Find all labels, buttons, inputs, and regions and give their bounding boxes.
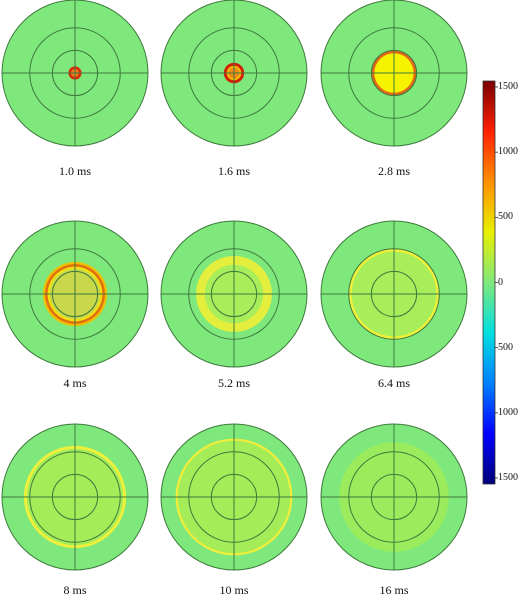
panel-9 — [320, 423, 468, 571]
panel-5 — [160, 220, 308, 368]
panel-caption: 16 ms — [379, 583, 409, 597]
colorbar-tick-label: 1500 — [498, 81, 518, 92]
panel-caption: 1.0 ms — [58, 164, 91, 178]
panel-caption: 10 ms — [219, 583, 249, 597]
panel-8 — [160, 423, 308, 571]
colorbar-tick-label: 1500 — [498, 472, 518, 483]
panel-3 — [320, 0, 468, 147]
panel-4 — [1, 220, 149, 368]
panel-caption: 8 ms — [63, 583, 87, 597]
colorbar — [482, 80, 496, 485]
colorbar-tick-label: 0 — [498, 276, 503, 288]
colorbar-tick-label: 500 — [498, 341, 513, 353]
panel-caption: 4 ms — [63, 376, 87, 390]
panel-caption: 6.4 ms — [377, 376, 410, 390]
colorbar-tick-label: 500 — [498, 211, 513, 223]
panel-6 — [320, 220, 468, 368]
colorbar-tick-label: 1000 — [498, 406, 518, 418]
panel-caption: 2.8 ms — [377, 164, 410, 178]
panel-2 — [160, 0, 308, 147]
panel-caption: 1.6 ms — [217, 164, 250, 178]
colorbar-tick-label: 1000 — [498, 146, 518, 158]
panel-1 — [1, 0, 149, 147]
panel-caption: 5.2 ms — [217, 376, 250, 390]
panel-7 — [1, 423, 149, 571]
